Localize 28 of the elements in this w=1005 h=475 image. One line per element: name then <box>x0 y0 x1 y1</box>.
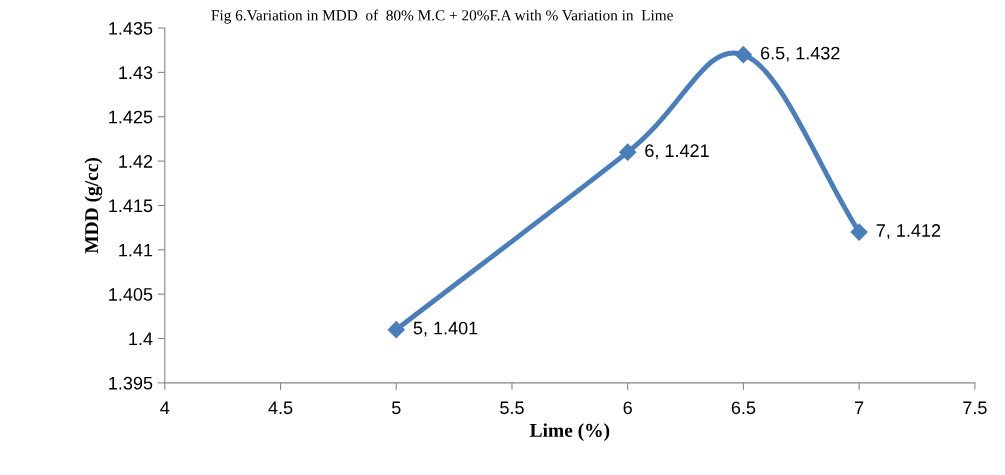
x-tick-label: 6.5 <box>731 401 756 415</box>
x-axis-title: Lime (%) <box>529 423 610 441</box>
x-tick-label: 5.5 <box>500 401 524 415</box>
x-tick-label: 4 <box>160 401 170 414</box>
y-tick-label: 1.41 <box>119 243 153 257</box>
point <box>619 143 637 161</box>
x-tick-label: 5 <box>391 401 401 415</box>
y-tick-label: 1.395 <box>109 376 153 390</box>
y-tick-label: 1.43 <box>119 66 153 80</box>
y-tick-label: 1.42 <box>119 155 153 168</box>
y-tick-label: 1.425 <box>109 110 153 124</box>
x-tick-label: 4.5 <box>268 401 293 415</box>
data-label: 5, 1.401 <box>413 321 478 337</box>
data-label: 6, 1.421 <box>645 144 709 160</box>
y-tick-label: 1.4 <box>129 332 153 346</box>
x-tick-label: 7 <box>855 401 864 414</box>
y-tick-label: 1.435 <box>109 21 153 35</box>
data-label: 7, 1.412 <box>876 224 941 240</box>
point <box>734 46 752 64</box>
y-tick-label: 1.415 <box>109 199 153 213</box>
chart-title: Fig 6.Variation in MDD of 80% M.C + 20%F.A with % Variation in Lime <box>211 9 673 24</box>
data-label: 6.5, 1.432 <box>761 46 840 62</box>
x-tick-label: 6 <box>623 401 632 415</box>
x-tick-label: 7.5 <box>963 401 987 415</box>
y-axis-title: MDD (g/cc) <box>84 157 103 254</box>
point <box>850 223 868 241</box>
point <box>387 321 405 339</box>
y-tick-label: 1.405 <box>109 288 153 301</box>
